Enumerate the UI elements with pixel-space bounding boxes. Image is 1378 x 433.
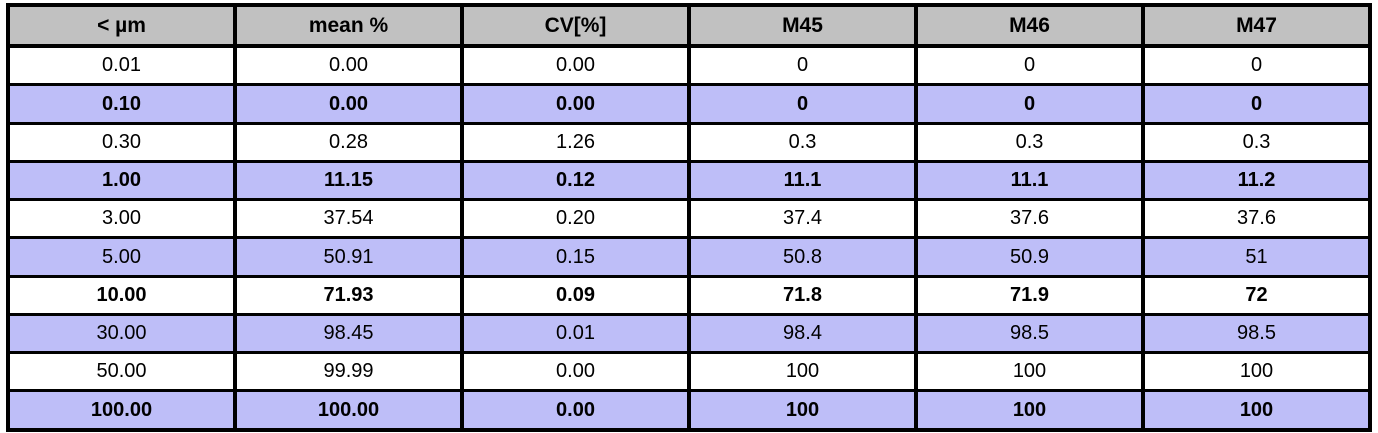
table-row: 100.00 100.00 0.00 100 100 100 xyxy=(6,389,1372,432)
column-header: M45 xyxy=(687,3,918,48)
column-header: < µm xyxy=(6,3,237,48)
cell: 0.00 xyxy=(460,44,691,87)
cell: 10.00 xyxy=(6,274,237,316)
cell: 100.00 xyxy=(6,389,237,432)
cell: 0.3 xyxy=(687,121,918,163)
cell: 0.28 xyxy=(233,121,464,163)
cell: 0.20 xyxy=(460,198,691,240)
cell: 98.45 xyxy=(233,312,464,355)
cell: 37.6 xyxy=(1141,198,1372,240)
table-row: 0.30 0.28 1.26 0.3 0.3 0.3 xyxy=(6,121,1372,163)
cell: 99.99 xyxy=(233,351,464,393)
table-row: 0.10 0.00 0.00 0 0 0 xyxy=(6,83,1372,125)
cell: 0 xyxy=(914,44,1145,87)
cell: 100 xyxy=(687,351,918,393)
cell: 0.01 xyxy=(460,312,691,355)
cell: 0.00 xyxy=(460,83,691,125)
column-header: CV[%] xyxy=(460,3,691,48)
table-row: 50.00 99.99 0.00 100 100 100 xyxy=(6,351,1372,393)
cell: 0 xyxy=(687,44,918,87)
table-body: 0.01 0.00 0.00 0 0 0 0.10 0.00 0.00 0 0 0 0.30 0.28 1.… xyxy=(6,44,1372,432)
column-header: M46 xyxy=(914,3,1145,48)
table-header-row: < µm mean % CV[%] M45 M46 M47 xyxy=(6,3,1372,48)
table-row: 5.00 50.91 0.15 50.8 50.9 51 xyxy=(6,236,1372,278)
cell: 30.00 xyxy=(6,312,237,355)
cell: 11.1 xyxy=(687,159,918,202)
cell: 100 xyxy=(1141,389,1372,432)
cell: 0 xyxy=(687,83,918,125)
cell: 3.00 xyxy=(6,198,237,240)
column-header: M47 xyxy=(1141,3,1372,48)
column-header: mean % xyxy=(233,3,464,48)
particle-size-distribution-table: < µm mean % CV[%] M45 M46 M47 0.01 0.00 0.00 0 0 0… xyxy=(6,3,1372,432)
cell: 98.5 xyxy=(1141,312,1372,355)
cell: 37.54 xyxy=(233,198,464,240)
cell: 0 xyxy=(1141,83,1372,125)
cell: 50.00 xyxy=(6,351,237,393)
cell: 1.26 xyxy=(460,121,691,163)
cell: 11.15 xyxy=(233,159,464,202)
cell: 0.10 xyxy=(6,83,237,125)
cell: 72 xyxy=(1141,274,1372,316)
cell: 98.5 xyxy=(914,312,1145,355)
table-row: 3.00 37.54 0.20 37.4 37.6 37.6 xyxy=(6,198,1372,240)
cell: 0 xyxy=(1141,44,1372,87)
cell: 0.00 xyxy=(233,83,464,125)
cell: 100.00 xyxy=(233,389,464,432)
cell: 0.12 xyxy=(460,159,691,202)
cell: 100 xyxy=(687,389,918,432)
table-row: 10.00 71.93 0.09 71.8 71.9 72 xyxy=(6,274,1372,316)
table-row: 1.00 11.15 0.12 11.1 11.1 11.2 xyxy=(6,159,1372,202)
table-row: 30.00 98.45 0.01 98.4 98.5 98.5 xyxy=(6,312,1372,355)
table-header: < µm mean % CV[%] M45 M46 M47 xyxy=(6,3,1372,48)
cell: 0 xyxy=(914,83,1145,125)
cell: 0.3 xyxy=(1141,121,1372,163)
cell: 0.00 xyxy=(460,389,691,432)
cell: 37.4 xyxy=(687,198,918,240)
cell: 50.91 xyxy=(233,236,464,278)
cell: 0.15 xyxy=(460,236,691,278)
cell: 50.8 xyxy=(687,236,918,278)
cell: 98.4 xyxy=(687,312,918,355)
cell: 0.00 xyxy=(233,44,464,87)
cell: 5.00 xyxy=(6,236,237,278)
cell: 71.8 xyxy=(687,274,918,316)
cell: 0.09 xyxy=(460,274,691,316)
cell: 0.3 xyxy=(914,121,1145,163)
cell: 37.6 xyxy=(914,198,1145,240)
cell: 1.00 xyxy=(6,159,237,202)
cell: 50.9 xyxy=(914,236,1145,278)
cell: 71.93 xyxy=(233,274,464,316)
cell: 71.9 xyxy=(914,274,1145,316)
cell: 100 xyxy=(1141,351,1372,393)
cell: 51 xyxy=(1141,236,1372,278)
cell: 0.00 xyxy=(460,351,691,393)
cell: 0.30 xyxy=(6,121,237,163)
cell: 100 xyxy=(914,351,1145,393)
table-row: 0.01 0.00 0.00 0 0 0 xyxy=(6,44,1372,87)
cell: 11.1 xyxy=(914,159,1145,202)
cell: 11.2 xyxy=(1141,159,1372,202)
cell: 0.01 xyxy=(6,44,237,87)
cell: 100 xyxy=(914,389,1145,432)
